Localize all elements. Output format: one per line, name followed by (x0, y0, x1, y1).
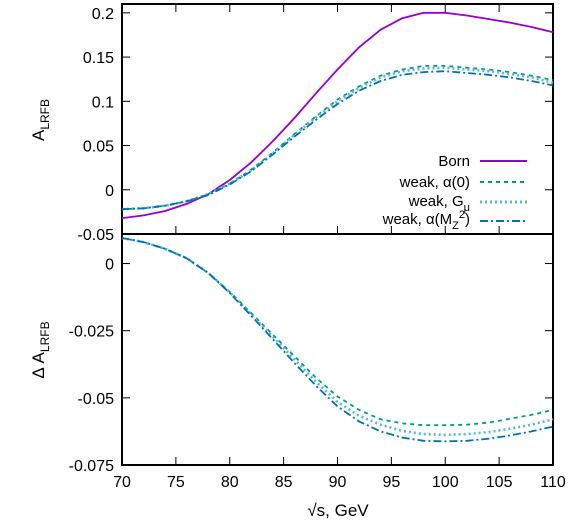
top-y-axis-title-main: A (29, 129, 48, 141)
bottom-y-axis-title-main: Δ A (29, 351, 48, 378)
top-y-tick-label: 0.15 (83, 50, 114, 67)
legend-label-alpha0: weak, α(0) (399, 174, 470, 191)
x-tick-label: 105 (486, 474, 513, 491)
bottom-series-alpha0 (121, 237, 554, 427)
top-y-axis-title: ALRFB (29, 99, 52, 141)
top-y-tick-label: 0.1 (92, 94, 114, 111)
x-tick-label: 75 (167, 474, 185, 491)
top-series-gmu (121, 66, 554, 211)
bottom-panel-frame (121, 233, 554, 466)
top-panel-frame (121, 3, 554, 235)
x-tick-label: 110 (540, 474, 566, 491)
legend-label-born: Born (438, 153, 470, 170)
top-y-tick-label: 0.2 (92, 6, 114, 23)
bottom-y-axis-title: Δ ALRFB (29, 321, 52, 378)
x-tick-label: 95 (382, 474, 400, 491)
x-tick-label: 100 (432, 474, 459, 491)
legend-label-mz: weak, α(MZ2) (382, 209, 470, 232)
top-series-group (121, 11, 554, 219)
x-axis-title: √s, GeV (307, 501, 369, 520)
bottom-series-group (121, 236, 554, 443)
top-y-tick-label: 0 (105, 183, 114, 200)
top-y-tick-label: 0.05 (83, 139, 114, 156)
top-series-mz (121, 70, 554, 211)
top-series-alpha0 (121, 65, 554, 211)
x-tick-label: 90 (329, 474, 347, 491)
top-y-axis-title-sub: LRFB (38, 99, 52, 130)
x-tick-label: 80 (221, 474, 239, 491)
bottom-y-tick-label: -0.05 (78, 391, 115, 408)
bottom-y-axis-title-sub: LRFB (38, 321, 52, 352)
bottom-y-tick-label: -0.025 (69, 324, 114, 341)
bottom-axes: -0.075 -0.05 -0.025 0 70 75 80 85 90 95 100 105 110 (69, 257, 566, 491)
legend-label-gmu: weak, Gμ (408, 193, 470, 214)
bottom-series-mz (121, 237, 554, 443)
bottom-y-tick-label: 0 (105, 257, 114, 274)
x-tick-label: 70 (113, 474, 131, 491)
top-y-tick-label: -0.05 (78, 227, 115, 244)
legend: Born weak, α(0) weak, Gμ weak, α(MZ2) (382, 153, 527, 232)
x-tick-label: 85 (275, 474, 293, 491)
top-axes: -0.05 0 0.05 0.1 0.15 0.2 (78, 4, 554, 244)
top-series-born (121, 11, 554, 219)
bottom-y-tick-label: -0.075 (69, 458, 114, 475)
